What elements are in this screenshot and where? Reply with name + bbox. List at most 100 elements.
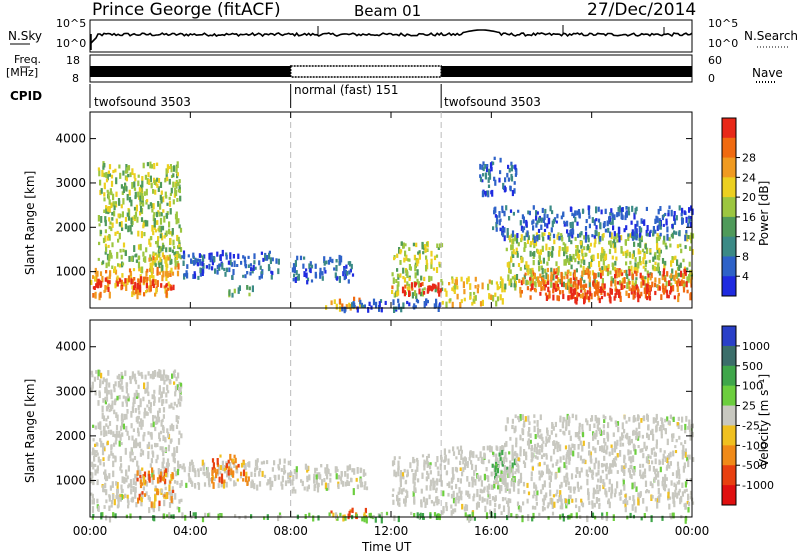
heatmap-cell [363,515,366,523]
heatmap-cell [396,273,400,278]
heatmap-cell [234,457,237,464]
heatmap-cell [530,241,533,246]
heatmap-cell [163,471,166,476]
heatmap-cell [338,298,341,305]
heatmap-cell [277,464,280,469]
heatmap-cell [634,208,637,215]
heatmap-cell [656,420,659,426]
heatmap-cell [99,291,102,298]
heatmap-cell [579,278,582,285]
heatmap-cell [687,493,690,501]
heatmap-cell [582,284,585,290]
heatmap-cell [657,487,660,495]
heatmap-cell [557,467,560,473]
heatmap-cell [177,464,180,471]
heatmap-cell [635,234,638,241]
heatmap-cell [570,206,573,212]
heatmap-cell [473,493,476,498]
heatmap-cell [141,491,144,495]
heatmap-cell [608,240,611,245]
heatmap-cell [209,477,212,482]
heatmap-cell [99,179,102,186]
heatmap-cell [589,242,592,247]
heatmap-cell [325,260,328,265]
heatmap-cell [513,188,516,194]
heatmap-cell [477,502,480,508]
heatmap-cell [167,256,170,261]
heatmap-cell [567,486,571,491]
heatmap-cell [108,206,111,213]
heatmap-cell [422,251,425,255]
heatmap-cell [655,468,658,473]
heatmap-cell [612,225,615,231]
heatmap-cell [531,505,535,510]
heatmap-cell [125,186,128,192]
heatmap-cell [258,260,261,266]
heatmap-cell [163,494,166,498]
heatmap-cell [137,405,140,411]
heatmap-cell [281,475,284,483]
heatmap-cell [644,276,647,280]
heatmap-cell [477,284,480,288]
heatmap-cell [137,415,140,420]
heatmap-cell [412,477,415,484]
heatmap-cell [545,492,548,498]
heatmap-cell [263,516,266,520]
heatmap-cell [590,261,593,268]
heatmap-cell [339,476,343,481]
heatmap-cell [664,474,667,481]
heatmap-cell [213,256,216,263]
heatmap-cell [563,462,566,469]
heatmap-cell [178,184,181,190]
heatmap-cell [511,244,514,250]
heatmap-cell [517,209,520,213]
heatmap-cell [203,482,207,487]
heatmap-cell [539,445,542,449]
heatmap-cell [173,457,176,464]
heatmap-cell [108,234,111,239]
heatmap-cell [310,264,314,269]
heatmap-cell [460,453,463,460]
heatmap-cell [536,427,540,435]
heatmap-cell [632,455,635,463]
heatmap-cell [667,295,670,299]
heatmap-cell [180,498,183,503]
heatmap-cell [514,471,517,475]
heatmap-cell [635,435,638,441]
heatmap-cell [513,181,516,185]
heatmap-cell [599,287,602,293]
heatmap-cell [589,451,592,458]
heatmap-cell [616,268,619,274]
heatmap-cell [550,271,553,278]
heatmap-cell [154,263,157,267]
heatmap-cell [668,420,671,426]
heatmap-cell [509,498,512,504]
heatmap-cell [499,170,502,175]
heatmap-cell [622,500,625,504]
heatmap-cell [514,414,517,419]
heatmap-cell [685,230,688,234]
heatmap-cell [401,472,405,477]
heatmap-cell [170,496,173,503]
heatmap-cell [591,217,594,223]
heatmap-cell [654,261,657,266]
heatmap-cell [150,501,153,508]
heatmap-cell [489,445,492,453]
heatmap-cell [504,497,507,501]
heatmap-cell [367,307,370,313]
heatmap-cell [121,385,124,392]
heatmap-cell [242,255,245,259]
heatmap-cell [604,416,607,420]
heatmap-cell [99,379,102,386]
heatmap-cell [190,258,193,264]
heatmap-cell [590,469,593,474]
heatmap-cell [666,293,669,299]
heatmap-cell [656,248,659,254]
heatmap-cell [136,442,140,447]
heatmap-cell [519,286,522,294]
heatmap-cell [658,497,661,503]
power-colorbar-frame [721,117,737,297]
heatmap-cell [397,303,400,310]
heatmap-cell [684,429,687,434]
heatmap-cell [143,493,147,497]
